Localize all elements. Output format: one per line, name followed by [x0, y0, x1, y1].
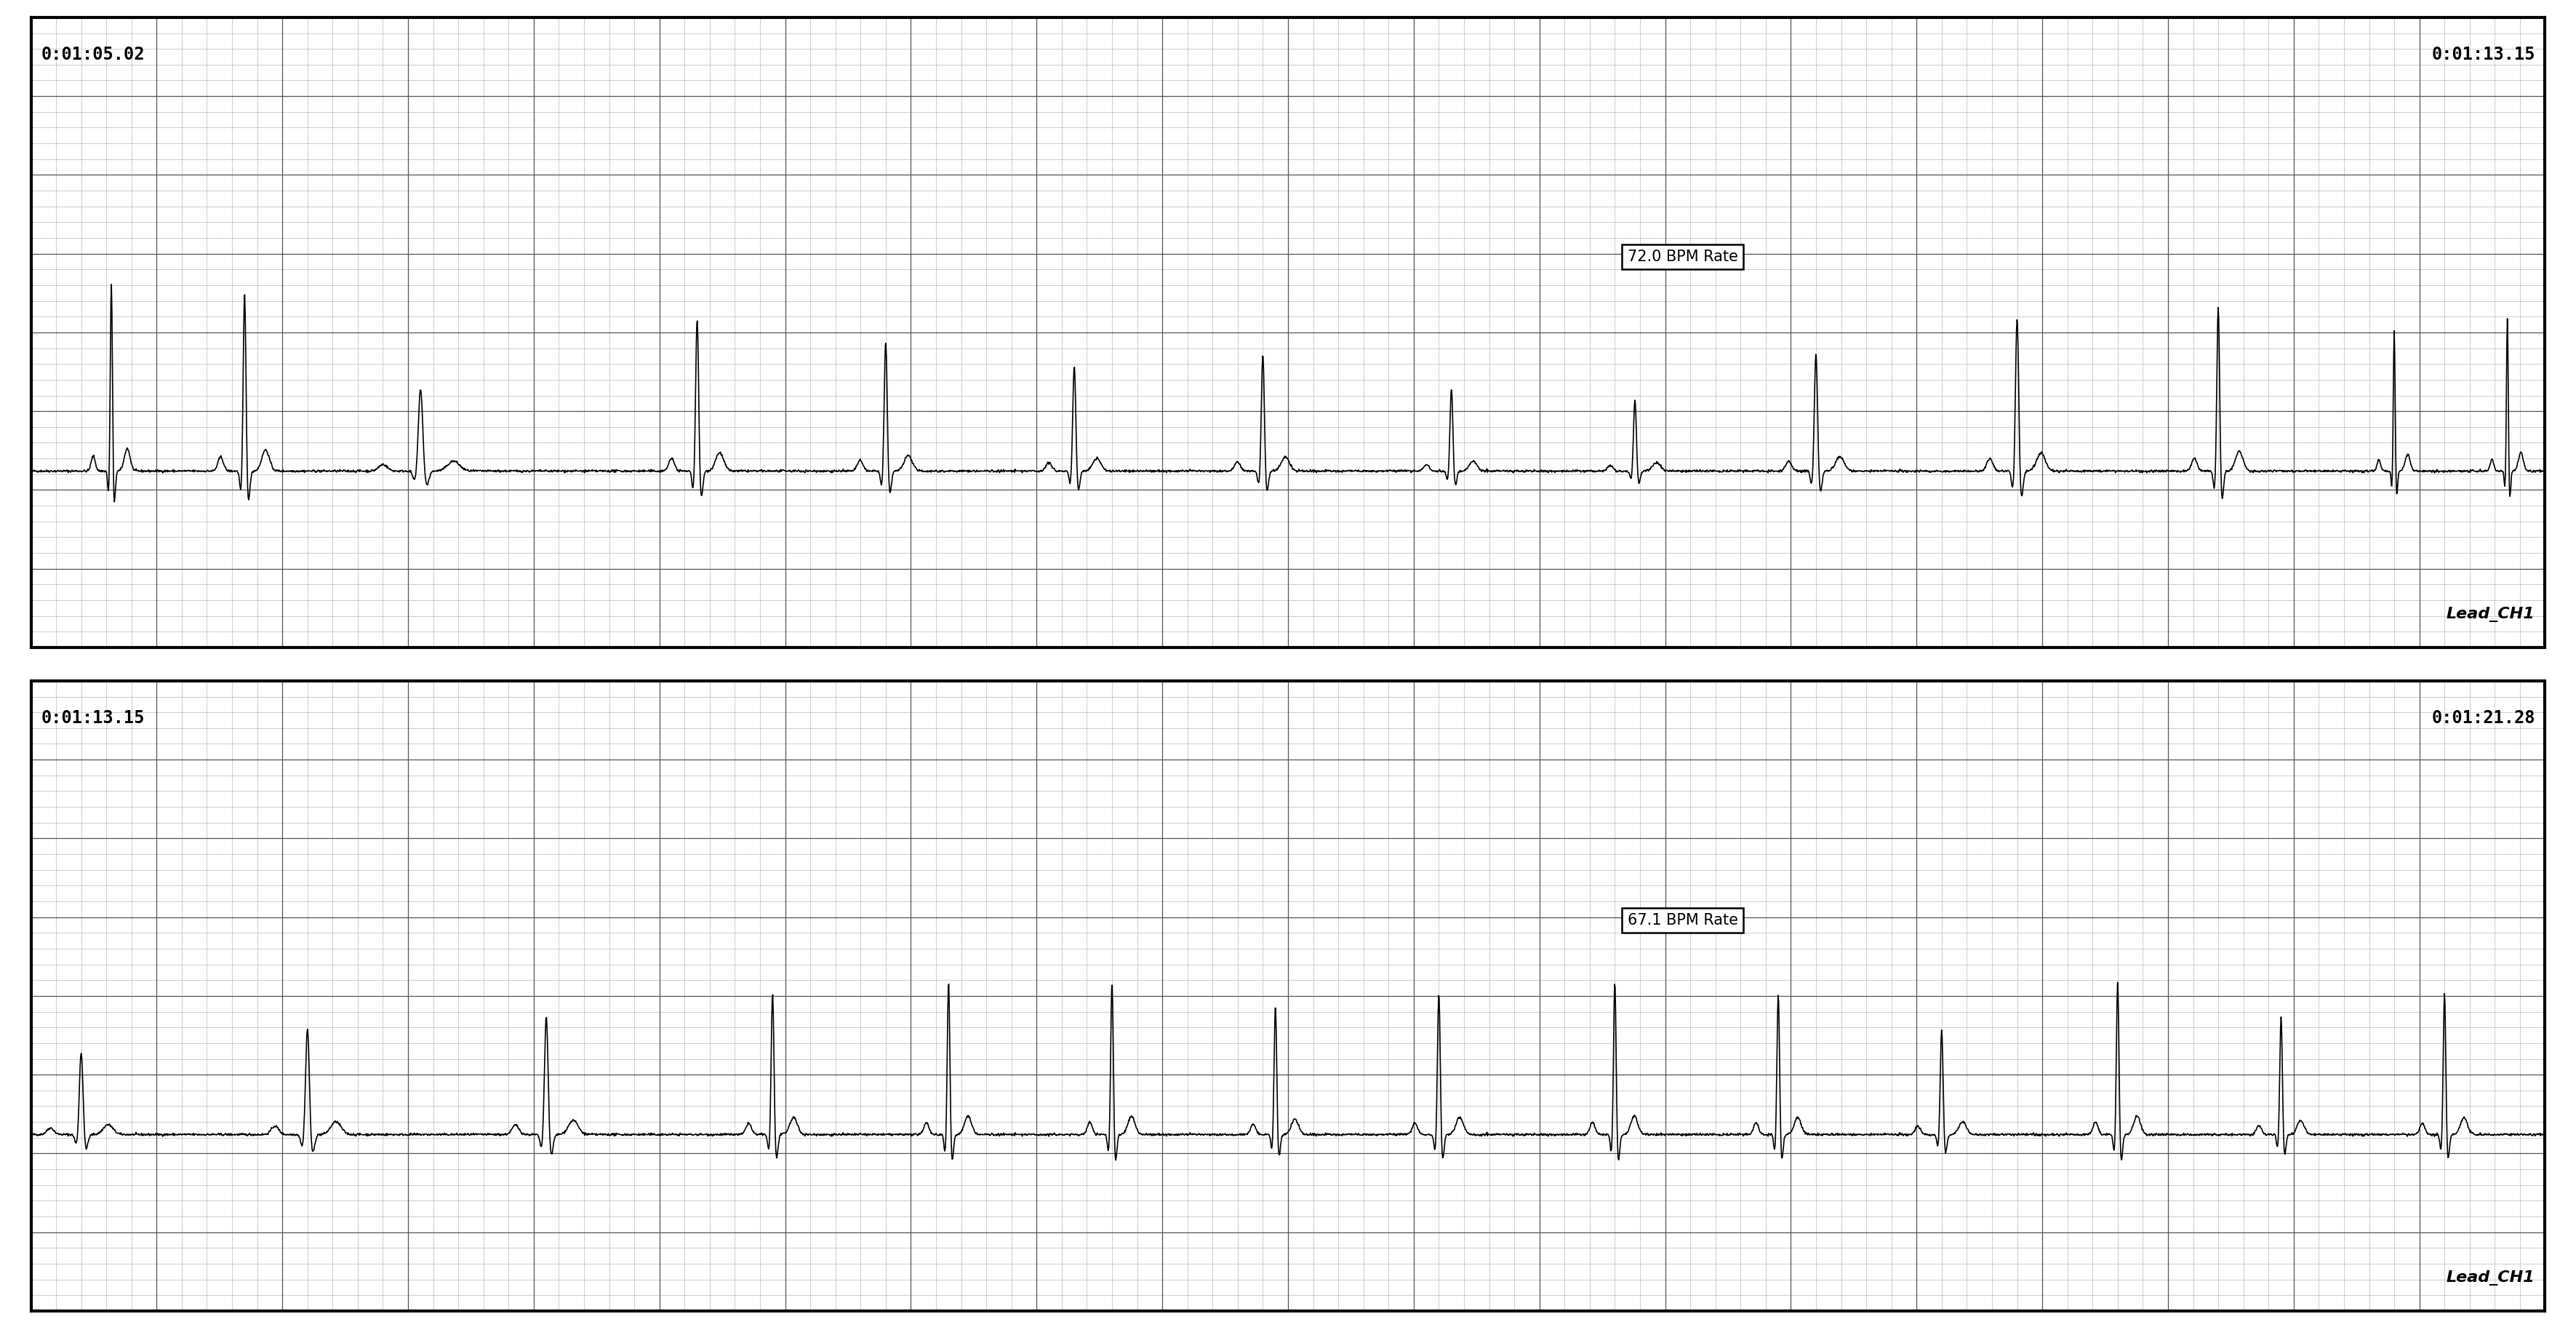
Text: 0:01:13.15: 0:01:13.15	[2432, 45, 2535, 63]
Text: Lead_CH1: Lead_CH1	[2447, 1271, 2535, 1286]
Text: 67.1 BPM Rate: 67.1 BPM Rate	[1628, 913, 1739, 928]
Text: 0:01:21.28: 0:01:21.28	[2432, 709, 2535, 726]
Text: 0:01:05.02: 0:01:05.02	[41, 45, 144, 63]
Text: 72.0 BPM Rate: 72.0 BPM Rate	[1628, 250, 1739, 264]
Text: 0:01:13.15: 0:01:13.15	[41, 709, 144, 726]
Text: Lead_CH1: Lead_CH1	[2447, 607, 2535, 622]
